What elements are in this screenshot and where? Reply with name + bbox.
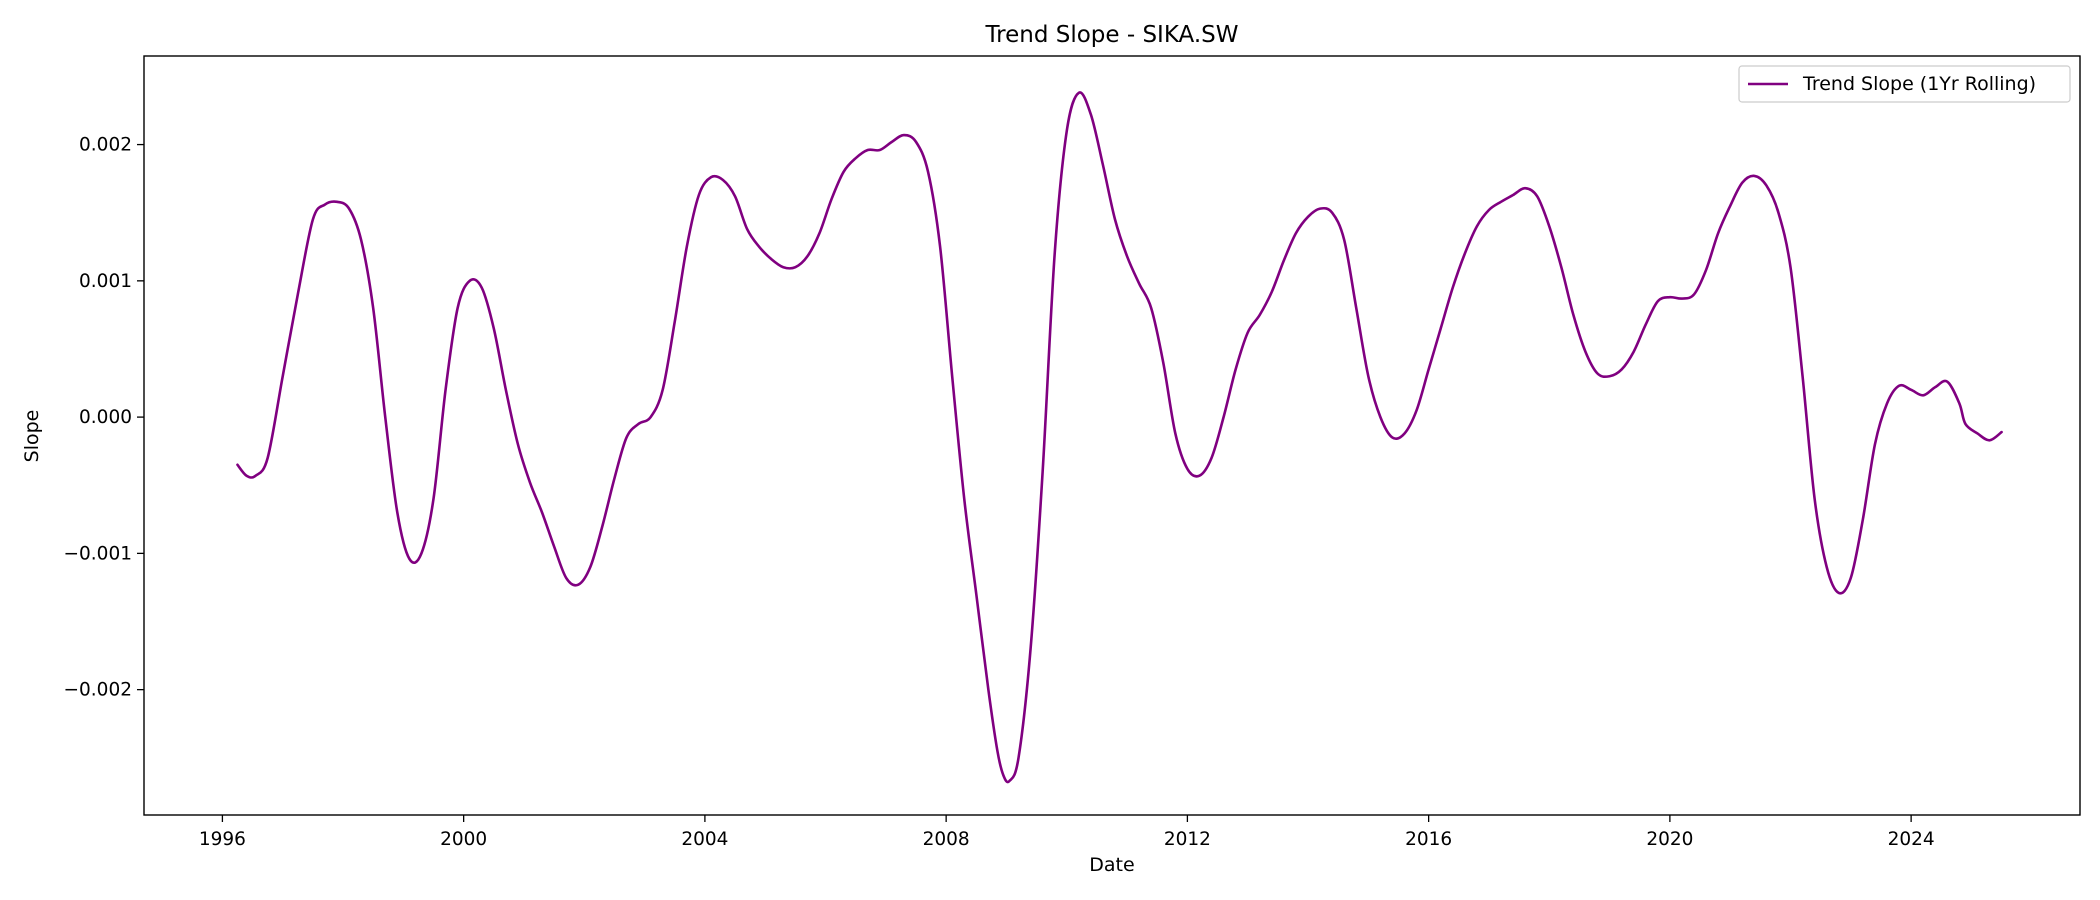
y-tick-label: 0.001: [79, 271, 132, 292]
y-axis: −0.002 −0.001 0.000 0.001 0.002: [64, 135, 144, 701]
x-tick-label: 2004: [681, 829, 728, 850]
x-tick-label: 2020: [1646, 829, 1693, 850]
x-tick-label: 2000: [440, 829, 487, 850]
legend-label: Trend Slope (1Yr Rolling): [1802, 73, 2036, 95]
legend: Trend Slope (1Yr Rolling): [1738, 65, 2071, 103]
x-axis-label: Date: [1089, 854, 1134, 876]
plot-frame: [143, 55, 2081, 816]
x-tick-label: 2012: [1164, 829, 1211, 850]
legend-box: [1738, 65, 2071, 103]
x-axis: 1996 2000 2004 2008 2012 2016 2020 2024: [199, 815, 1935, 850]
y-axis-label: Slope: [21, 410, 43, 463]
y-tick-label: −0.002: [64, 680, 132, 701]
chart-title: Trend Slope - SIKA.SW: [984, 22, 1238, 48]
series-line-trend-slope: [236, 91, 2003, 784]
y-tick-label: 0.002: [79, 135, 132, 156]
x-tick-label: 2024: [1888, 829, 1935, 850]
x-tick-label: 2016: [1405, 829, 1452, 850]
x-tick-label: 2008: [923, 829, 970, 850]
y-tick-label: 0.000: [79, 407, 132, 428]
x-tick-label: 1996: [199, 829, 246, 850]
y-tick-label: −0.001: [64, 543, 132, 564]
